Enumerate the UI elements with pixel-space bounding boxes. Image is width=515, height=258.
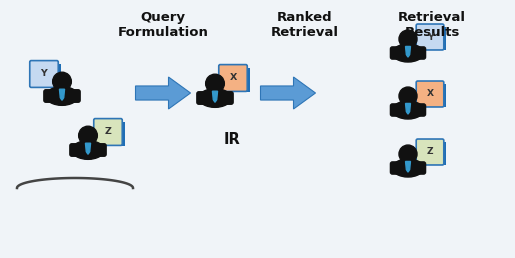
Circle shape: [79, 126, 97, 145]
Polygon shape: [59, 89, 64, 100]
Text: Ranked
Retrieval: Ranked Retrieval: [271, 11, 339, 39]
Circle shape: [205, 74, 225, 93]
Text: Retrieval
Results: Retrieval Results: [398, 11, 466, 39]
FancyBboxPatch shape: [219, 64, 247, 91]
FancyBboxPatch shape: [422, 142, 447, 165]
Polygon shape: [405, 46, 410, 57]
Text: X: X: [229, 74, 237, 83]
FancyBboxPatch shape: [44, 90, 80, 102]
FancyBboxPatch shape: [416, 139, 444, 165]
FancyBboxPatch shape: [390, 47, 425, 59]
Polygon shape: [135, 77, 191, 109]
Polygon shape: [405, 103, 410, 114]
Ellipse shape: [392, 159, 423, 177]
Ellipse shape: [46, 87, 78, 105]
Ellipse shape: [392, 44, 423, 62]
FancyBboxPatch shape: [30, 61, 58, 87]
FancyBboxPatch shape: [70, 144, 106, 156]
FancyBboxPatch shape: [422, 84, 447, 107]
FancyBboxPatch shape: [416, 81, 444, 107]
Circle shape: [399, 87, 417, 105]
Polygon shape: [405, 162, 410, 172]
FancyBboxPatch shape: [197, 92, 233, 104]
FancyBboxPatch shape: [225, 68, 250, 92]
Ellipse shape: [199, 89, 231, 107]
FancyBboxPatch shape: [416, 24, 444, 50]
FancyBboxPatch shape: [36, 64, 61, 88]
Ellipse shape: [392, 101, 423, 119]
FancyBboxPatch shape: [390, 162, 425, 174]
Circle shape: [399, 30, 417, 48]
Text: X: X: [426, 90, 434, 99]
Text: Y: Y: [41, 69, 47, 78]
FancyBboxPatch shape: [99, 122, 125, 146]
FancyBboxPatch shape: [390, 104, 425, 116]
Polygon shape: [261, 77, 316, 109]
Text: IR: IR: [224, 133, 241, 148]
Circle shape: [53, 72, 72, 91]
Text: Query
Formulation: Query Formulation: [117, 11, 209, 39]
Polygon shape: [85, 143, 91, 154]
Ellipse shape: [72, 141, 104, 159]
FancyBboxPatch shape: [422, 27, 447, 50]
FancyBboxPatch shape: [94, 119, 122, 146]
Text: Z: Z: [427, 148, 433, 157]
Text: Y: Y: [427, 33, 433, 42]
Text: Z: Z: [105, 127, 111, 136]
Polygon shape: [213, 91, 217, 102]
Circle shape: [399, 145, 417, 163]
